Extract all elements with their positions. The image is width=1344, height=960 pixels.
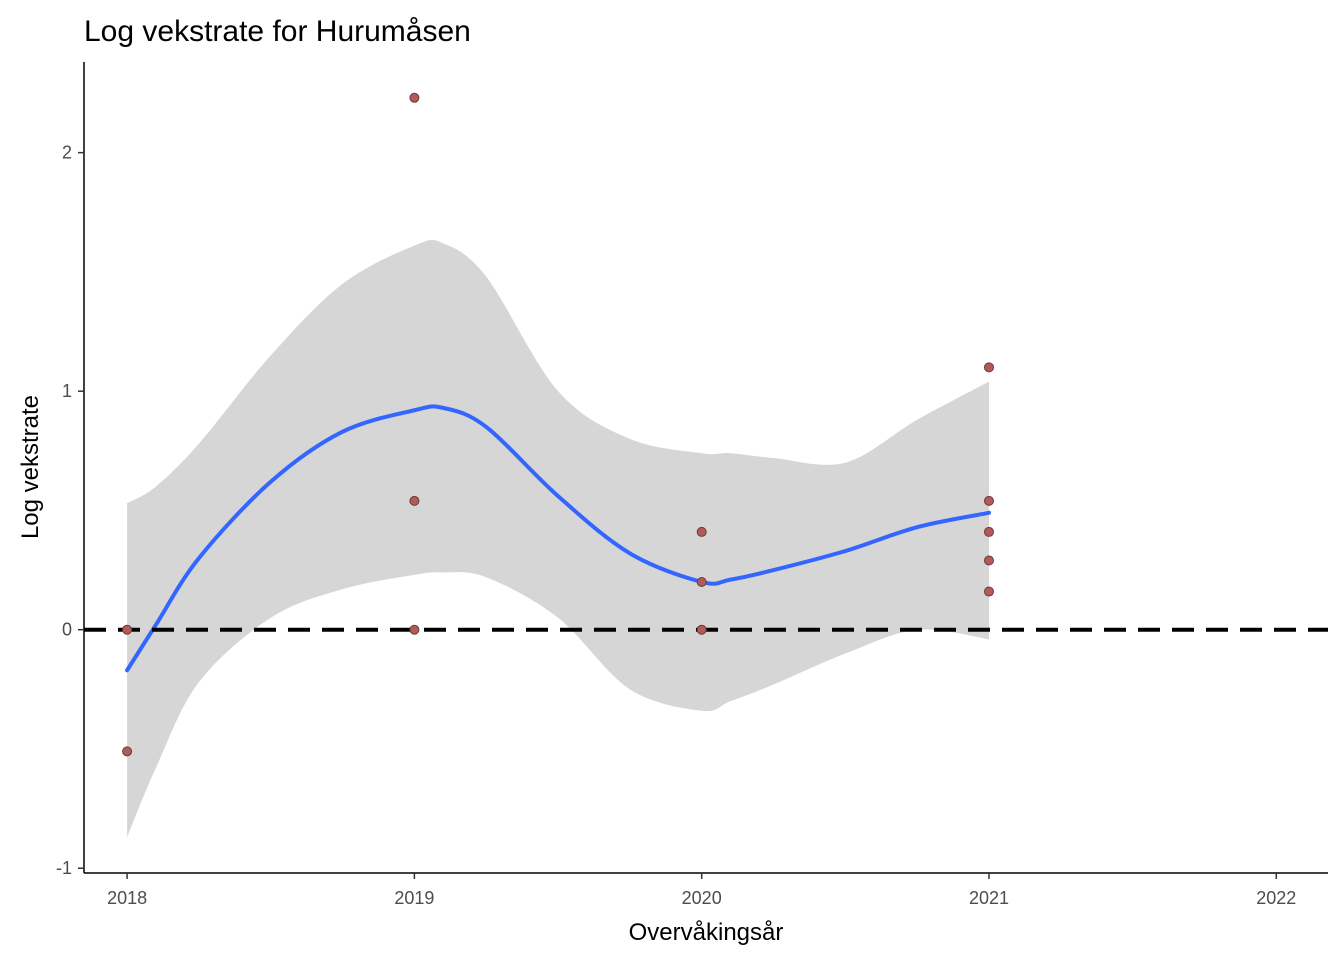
y-tick-label: -1	[56, 858, 72, 878]
data-point	[409, 624, 420, 635]
x-tick-label: 2021	[969, 888, 1009, 908]
data-point	[983, 362, 994, 373]
y-tick-label: 1	[62, 381, 72, 401]
data-point	[122, 746, 133, 757]
confidence-band	[127, 239, 989, 838]
y-tick-label: 0	[62, 620, 72, 640]
data-point	[983, 586, 994, 597]
plot-area	[84, 92, 1328, 838]
y-axis-title: Log vekstrate	[17, 395, 44, 539]
data-point	[696, 576, 707, 587]
smooth-line	[125, 404, 991, 673]
y-tick-label: 2	[62, 143, 72, 163]
chart-title: Log vekstrate for Hurumåsen	[84, 15, 471, 48]
data-point	[983, 555, 994, 566]
data-point	[983, 526, 994, 537]
data-point	[696, 526, 707, 537]
x-tick-label: 2020	[682, 888, 722, 908]
data-point	[983, 495, 994, 506]
x-tick-label: 2022	[1256, 888, 1296, 908]
data-point	[409, 92, 420, 103]
x-tick-label: 2019	[394, 888, 434, 908]
x-tick-label: 2018	[107, 888, 147, 908]
y-axis-ticks: -1 0 1 2	[56, 143, 84, 878]
x-axis-ticks: 2018 2019 2020 2021 2022	[107, 873, 1296, 908]
data-point	[122, 624, 133, 635]
data-point	[409, 495, 420, 506]
x-axis-title: Overvåkingsår	[629, 919, 784, 946]
data-point	[696, 624, 707, 635]
